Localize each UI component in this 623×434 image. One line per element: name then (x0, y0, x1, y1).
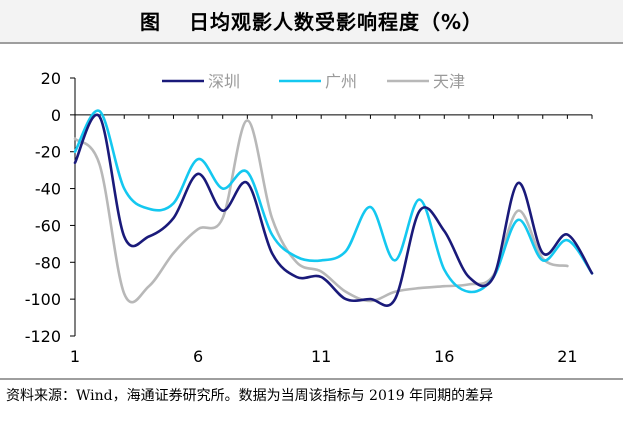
series-line-2 (73, 109, 594, 294)
x-tick-label: 21 (557, 347, 577, 366)
series-line-3 (73, 119, 569, 304)
series-line-1 (73, 113, 594, 307)
title-bar: 图 日均观影人数受影响程度（%） (0, 0, 623, 44)
source-note: 资料来源：Wind，海通证券研究所。数据为当周该指标与 2019 年同期的差异 (0, 378, 623, 434)
y-tick-label: -40 (35, 180, 61, 199)
chart-title: 图 日均观影人数受影响程度（%） (0, 6, 623, 35)
y-tick-label: -80 (35, 253, 61, 272)
y-tick-label: -20 (35, 143, 61, 162)
x-tick-label: 11 (311, 347, 331, 366)
legend: 深圳 广州 天津 (162, 72, 465, 91)
legend-label: 深圳 (208, 72, 240, 91)
legend-label: 广州 (325, 72, 357, 91)
x-tick-label: 1 (70, 347, 80, 366)
y-tick-label: -100 (25, 290, 61, 309)
title-text: 日均观影人数受影响程度（%） (188, 10, 484, 34)
y-tick-label: -120 (25, 327, 61, 346)
y-tick-label: 20 (41, 69, 61, 88)
y-tick-label: -60 (35, 216, 61, 235)
figure-label: 图 (139, 10, 161, 34)
x-tick-label: 6 (193, 347, 203, 366)
y-tick-label: 0 (51, 106, 61, 125)
x-tick-label: 16 (434, 347, 454, 366)
series-lines (73, 109, 594, 307)
legend-label: 天津 (433, 72, 465, 91)
